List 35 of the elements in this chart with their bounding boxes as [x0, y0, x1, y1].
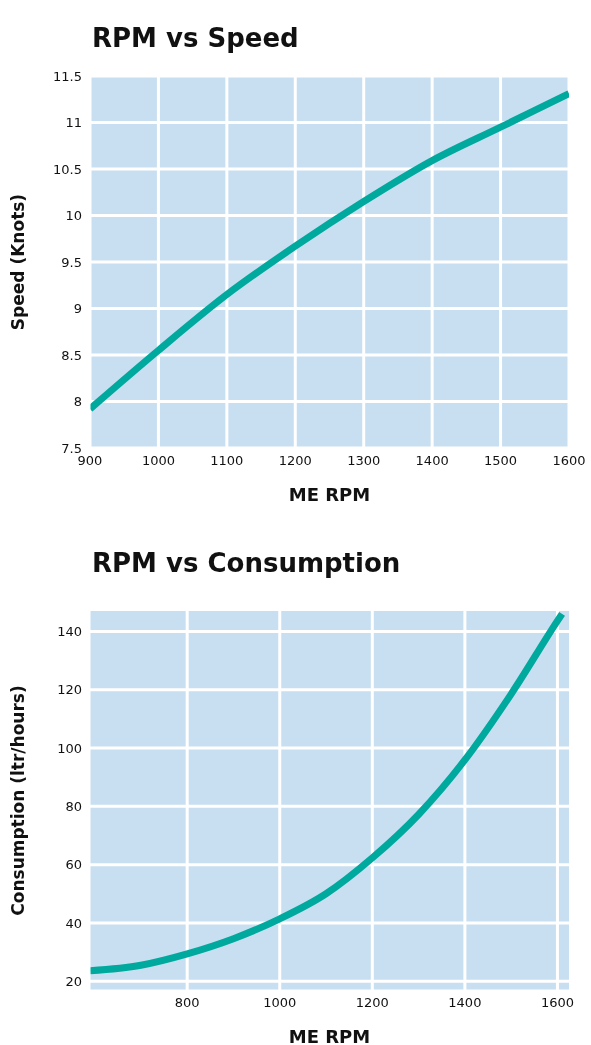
y-tick-label: 140: [57, 624, 82, 640]
chart-title: RPM vs Speed: [91, 22, 300, 55]
y-tick-label: 10: [65, 208, 82, 224]
y-tick-label: 8: [73, 394, 82, 410]
x-tick-label: 1200: [355, 995, 389, 1011]
x-tick-label: 1400: [448, 995, 482, 1011]
y-tick-label: 8.5: [61, 347, 82, 363]
x-tick-label: 800: [174, 995, 200, 1011]
y-tick-label: 7.5: [61, 440, 82, 456]
y-tick-label: 60: [65, 857, 82, 873]
y-tick-label: 11: [65, 115, 82, 131]
x-tick-label: 1200: [278, 453, 312, 469]
y-tick-label: 120: [57, 682, 82, 698]
y-tick-label: 9: [73, 301, 82, 317]
y-axis-title: Speed (Knots): [8, 193, 29, 331]
x-tick-label: 1600: [540, 995, 574, 1011]
x-tick-label: 900: [77, 453, 103, 469]
y-tick-label: 10.5: [53, 161, 82, 177]
x-tick-label: 1100: [210, 453, 244, 469]
x-tick-label: 1600: [552, 453, 586, 469]
chart-title: RPM vs Consumption: [91, 547, 402, 580]
x-tick-label: 1500: [484, 453, 518, 469]
y-tick-label: 100: [57, 740, 82, 756]
x-axis-title: ME RPM: [288, 484, 371, 505]
y-tick-label: 40: [65, 915, 82, 931]
x-tick-label: 1400: [415, 453, 449, 469]
x-tick-label: 1000: [141, 453, 175, 469]
y-tick-label: 80: [65, 798, 82, 814]
y-tick-label: 9.5: [61, 254, 82, 270]
y-tick-label: 20: [65, 973, 82, 989]
y-tick-label: 11.5: [53, 68, 82, 84]
x-tick-label: 1000: [263, 995, 297, 1011]
y-axis-title: Consumption (ltr/hours): [8, 685, 29, 916]
x-axis-title: ME RPM: [288, 1026, 371, 1045]
x-tick-label: 1300: [347, 453, 381, 469]
